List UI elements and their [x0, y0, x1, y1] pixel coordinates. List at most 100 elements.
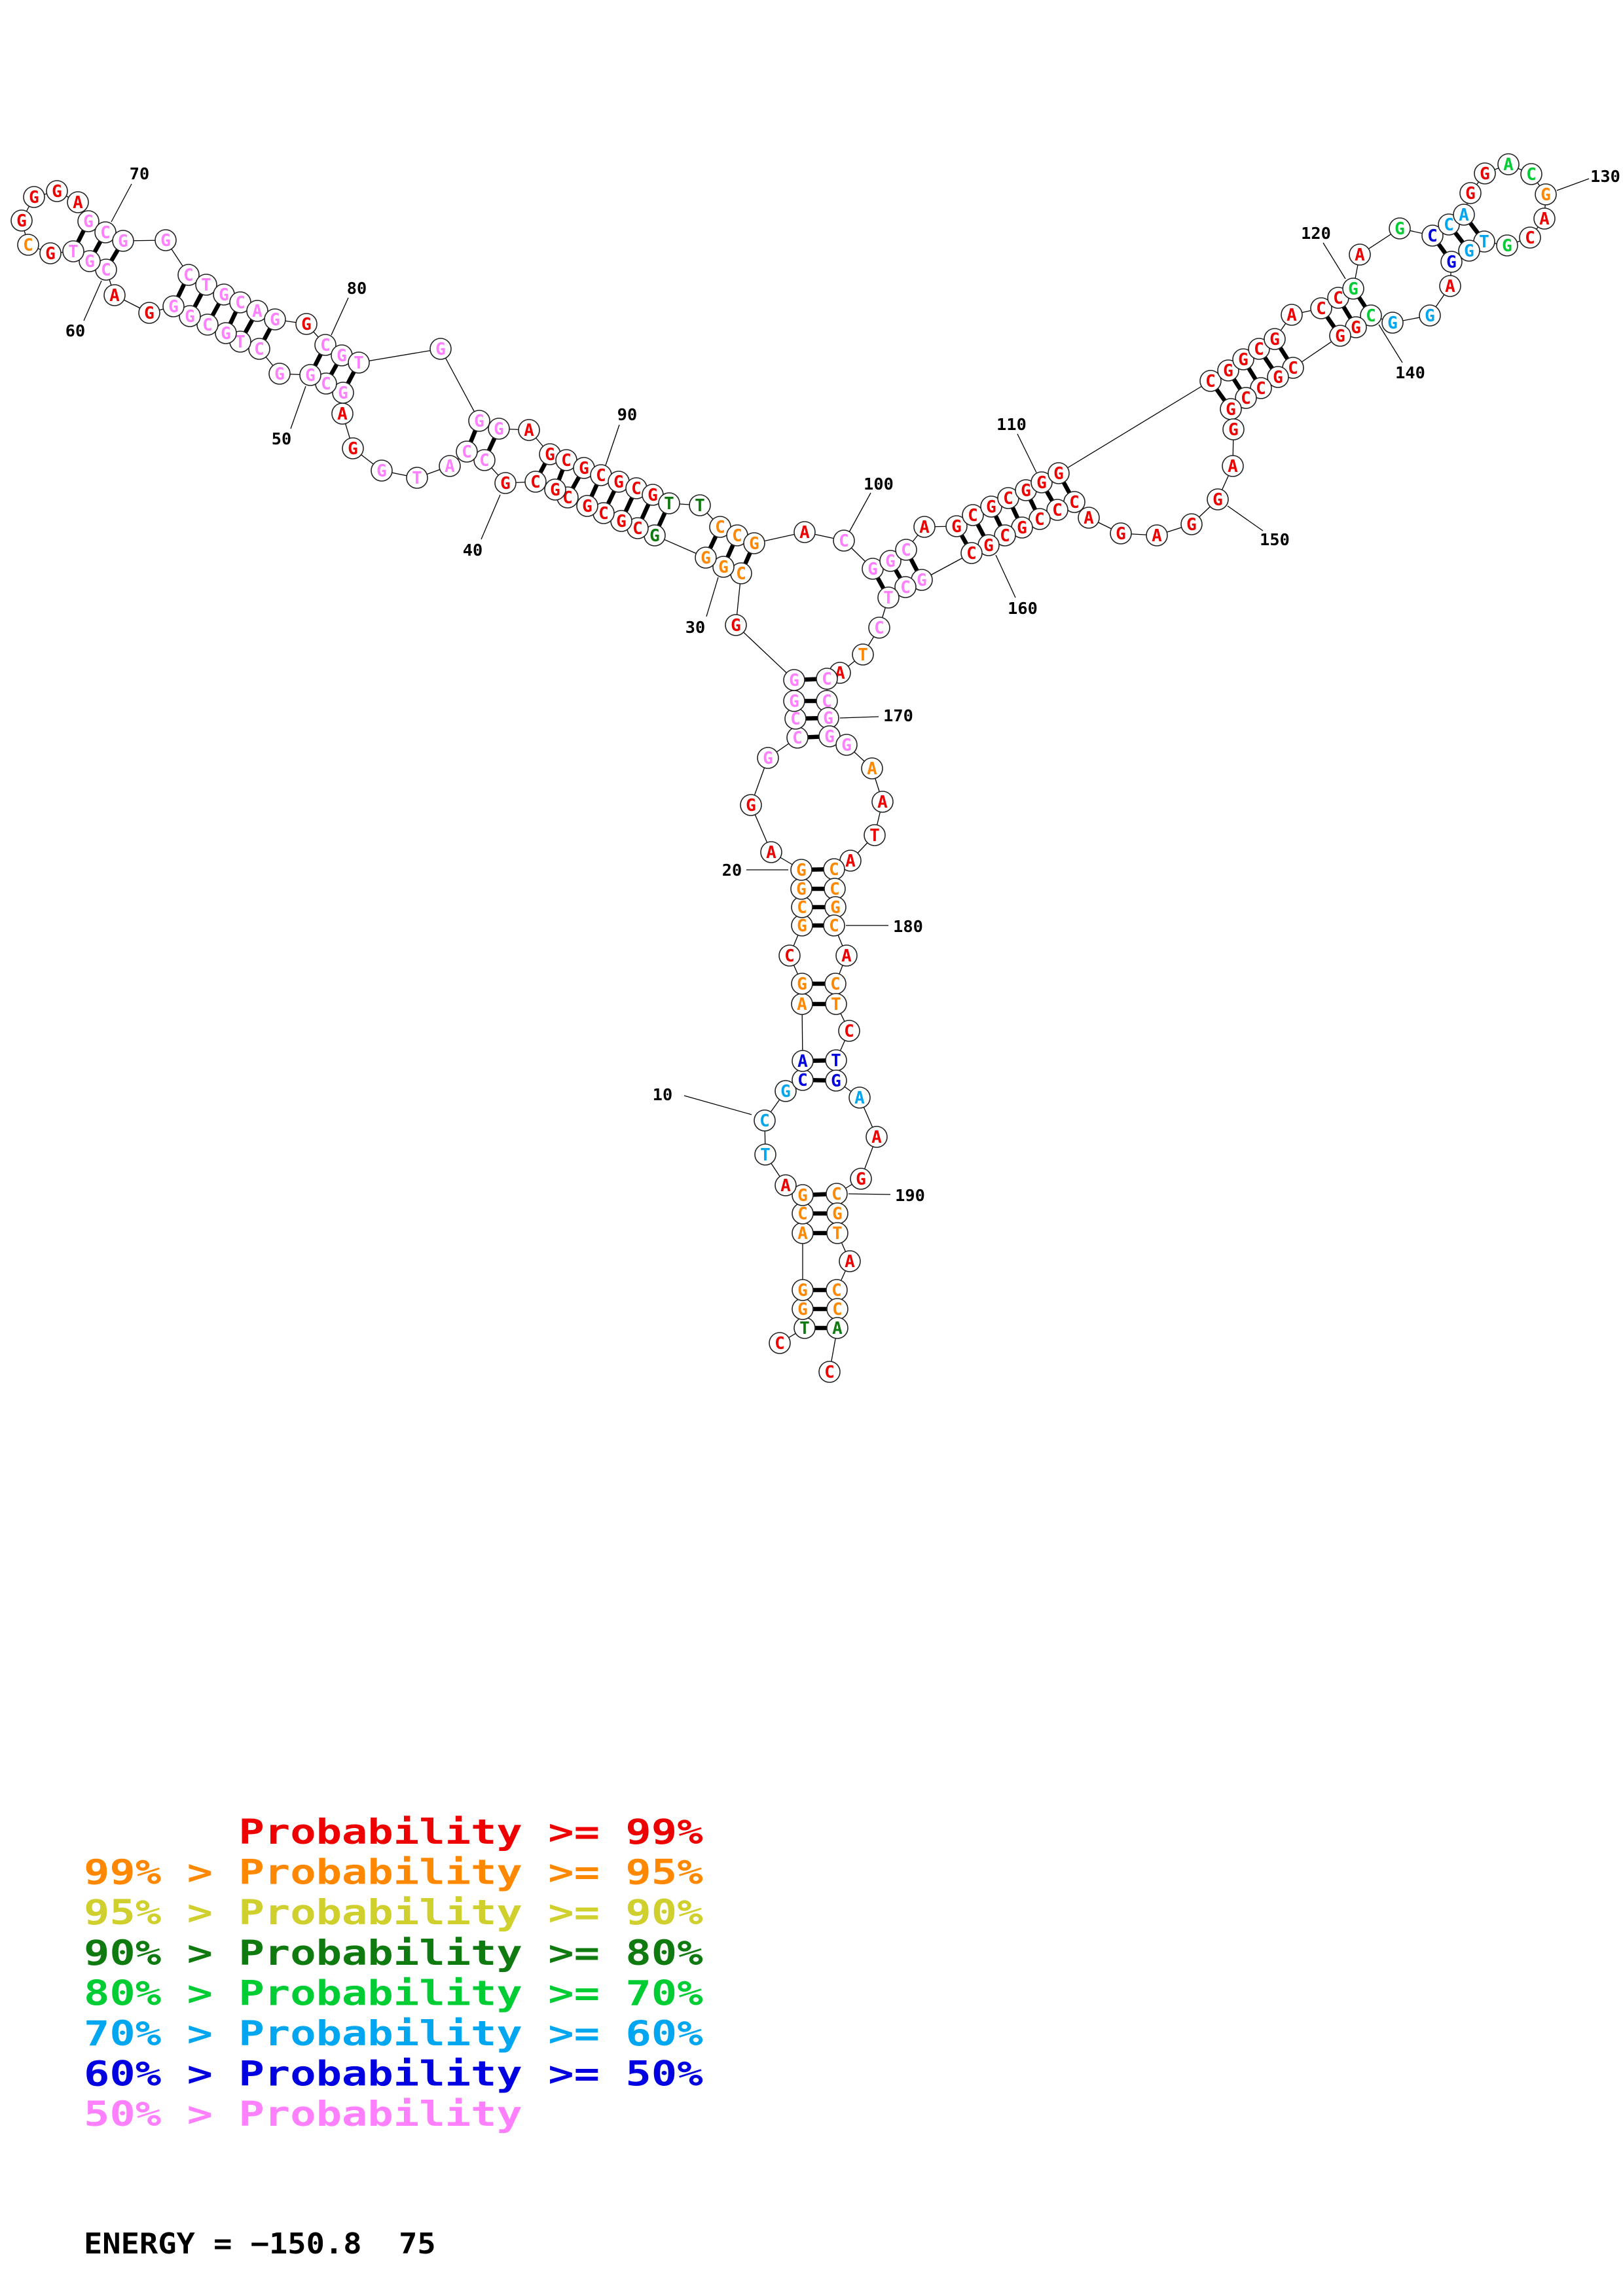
nucleotide-144-G: G [1267, 366, 1289, 388]
nucleotide-letter: A [797, 995, 807, 1014]
nucleotide-letter: C [479, 451, 490, 471]
nucleotide-letter: T [412, 469, 422, 488]
nucleotide-18-C: C [791, 896, 813, 918]
nucleotide-197-C: C [818, 1361, 841, 1383]
position-label-40: 40 [463, 494, 501, 560]
nucleotide-letter: C [797, 1071, 808, 1090]
position-label-170: 170 [839, 706, 913, 725]
nucleotide-19-G: G [790, 878, 812, 900]
nucleotide-128-A: A [1497, 153, 1520, 175]
nucleotide-letter: G [474, 412, 484, 431]
nucleotide-circle [138, 302, 160, 324]
nucleotide-circle [1349, 243, 1371, 266]
nucleotide-118-C: C [1310, 297, 1332, 319]
nucleotide-circle [439, 455, 461, 477]
nucleotide-letter: T [201, 276, 211, 295]
nucleotide-83-G: G [429, 338, 452, 360]
nucleotide-69-G: G [77, 210, 100, 232]
nucleotide-44-T: T [406, 467, 428, 489]
nucleotide-circle [825, 1069, 847, 1092]
nucleotide-circle [792, 1050, 814, 1072]
nucleotide-43-A: A [439, 455, 461, 477]
nucleotide-letter: C [1526, 165, 1537, 185]
nucleotide-23-G: G [757, 747, 779, 769]
nucleotide-104-A: A [913, 516, 936, 538]
nucleotide-48-G: G [332, 382, 354, 404]
nucleotide-111-G: G [1048, 462, 1070, 484]
nucleotide-letter: G [545, 445, 555, 465]
nucleotide-156-C: C [1046, 499, 1068, 521]
position-label-180: 180 [846, 917, 923, 936]
nucleotide-letter: G [1017, 518, 1027, 538]
nucleotide-86-A: A [518, 419, 540, 441]
nucleotide-letter: G [1465, 184, 1476, 204]
nucleotide-letter: G [16, 211, 27, 231]
nucleotide-letter: G [1223, 361, 1233, 381]
nucleotide-circle [757, 747, 779, 769]
nucleotide-letter: T [831, 1051, 841, 1071]
position-label-text: 120 [1301, 224, 1331, 243]
nucleotide-letter: C [822, 692, 832, 711]
nucleotide-7-G: G [792, 1184, 814, 1206]
position-label-line [290, 386, 306, 429]
nucleotide-letter: A [871, 1128, 882, 1147]
nucleotide-173-A: A [861, 757, 883, 780]
nucleotide-184-C: C [838, 1020, 860, 1042]
nucleotide-160-G: G [977, 534, 1000, 556]
nucleotide-122-G: G [1389, 217, 1411, 240]
nucleotide-letter: G [830, 898, 841, 918]
position-label-text: 80 [347, 279, 367, 298]
nucleotide-letter: G [1226, 400, 1236, 420]
nucleotide-60-C: C [95, 259, 117, 281]
nucleotide-71-G: G [112, 230, 134, 252]
position-label-text: 20 [722, 861, 742, 880]
position-label-text: 140 [1395, 363, 1425, 382]
nucleotide-165-C: C [868, 617, 890, 639]
nucleotide-letter: A [1539, 209, 1550, 229]
nucleotide-letter: G [1213, 490, 1223, 510]
nucleotide-circle [1421, 224, 1444, 247]
nucleotide-circle [473, 449, 496, 471]
nucleotide-circle [712, 556, 735, 578]
nucleotide-letter: C [1427, 226, 1438, 246]
nucleotide-letter: C [1241, 389, 1251, 408]
nucleotide-159-C: C [994, 524, 1016, 547]
nucleotide-circle [177, 264, 200, 286]
nucleotide-circle [576, 495, 598, 517]
backbone-segment-27 [735, 624, 795, 681]
nucleotide-letter: G [305, 366, 316, 386]
nucleotide-circle [850, 1168, 872, 1190]
nucleotide-121-A: A [1349, 243, 1371, 266]
nucleotide-letter: G [780, 1082, 791, 1102]
nucleotide-163-C: C [894, 576, 917, 598]
nucleotide-letter: G [45, 244, 56, 264]
nucleotide-letter: C [1000, 526, 1010, 546]
nucleotide-letter: G [789, 671, 799, 691]
nucleotide-letter: G [1464, 242, 1474, 261]
nucleotide-letter: G [1021, 481, 1031, 501]
nucleotide-circle [39, 242, 62, 264]
nucleotide-letter: T [1479, 232, 1489, 252]
nucleotide-letter: C [321, 374, 331, 394]
nucleotide-letter: C [254, 340, 264, 359]
nucleotide-101-G: G [862, 558, 884, 580]
nucleotide-135-G: G [1458, 240, 1480, 262]
nucleotide-letter: T [858, 645, 868, 665]
position-label-text: 100 [864, 475, 894, 493]
position-label-line [1378, 324, 1403, 363]
nucleotide-letter: G [986, 497, 996, 517]
nucleotide-73-C: C [177, 264, 200, 286]
nucleotide-175-T: T [864, 824, 886, 846]
nucleotide-letter: G [796, 880, 807, 899]
nucleotide-letter: A [337, 404, 348, 424]
nucleotide-letter: G [649, 526, 660, 546]
nucleotide-117-A: A [1281, 304, 1303, 326]
nucleotide-circle [793, 521, 816, 543]
nucleotide-circle [248, 338, 270, 360]
nucleotide-116-G: G [1264, 328, 1286, 350]
nucleotide-36-G: G [576, 495, 598, 517]
nucleotide-circle [215, 322, 237, 344]
nucleotide-letter: G [841, 736, 852, 755]
nucleotide-letter: C [732, 526, 742, 546]
